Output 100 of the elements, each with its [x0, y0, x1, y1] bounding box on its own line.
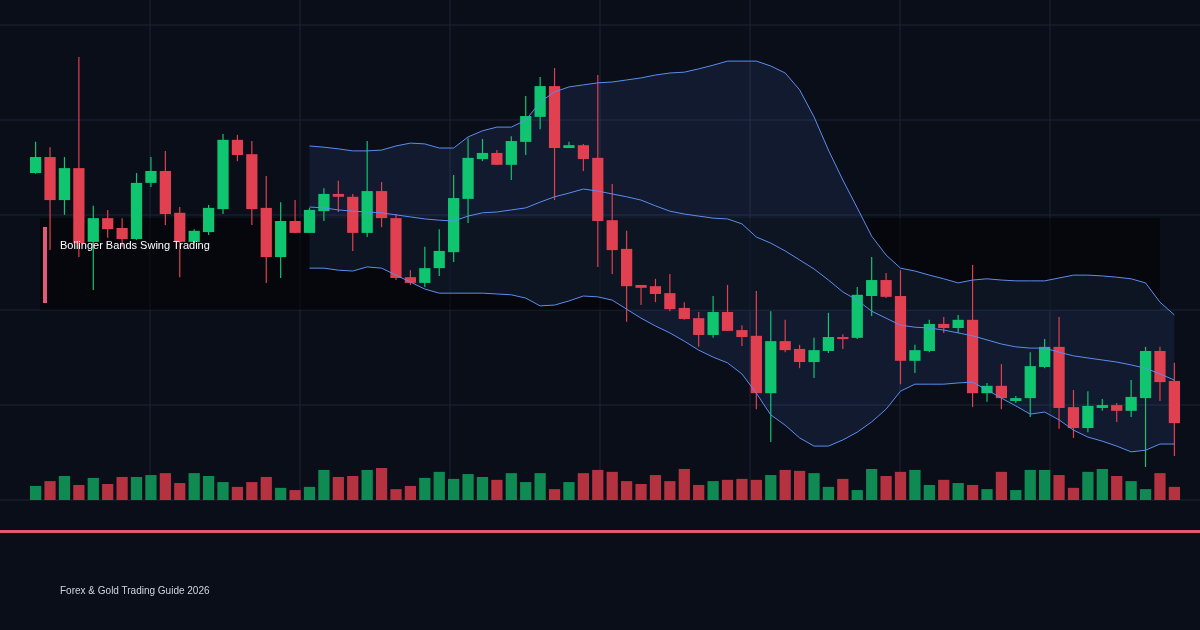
- bar: [491, 479, 503, 500]
- candlestick: [707, 295, 719, 339]
- bar: [448, 478, 460, 500]
- bar: [952, 483, 964, 500]
- bar: [1125, 481, 1137, 500]
- bar: [44, 481, 56, 500]
- candlestick: [505, 135, 517, 181]
- bar: [275, 487, 287, 500]
- bar: [116, 476, 128, 500]
- bar: [664, 481, 676, 500]
- bar: [678, 468, 690, 500]
- bar: [375, 468, 388, 500]
- bar: [102, 484, 114, 500]
- bar: [390, 489, 402, 500]
- bar: [693, 484, 705, 500]
- candlestick: [909, 344, 921, 374]
- bar: [1168, 486, 1180, 500]
- bar: [58, 476, 71, 500]
- bar: [332, 476, 344, 500]
- bar: [1111, 476, 1123, 500]
- bar: [635, 484, 647, 500]
- bar: [520, 482, 532, 500]
- candlestick: [1125, 379, 1137, 418]
- text: Forex & Gold Trading Guide 2026: [60, 585, 210, 596]
- candlestick: [822, 312, 835, 354]
- bar: [289, 490, 301, 500]
- candlestick: [303, 207, 316, 234]
- bar: [966, 484, 979, 500]
- candlestick: [145, 156, 157, 188]
- bar: [779, 469, 791, 500]
- candlestick: [995, 363, 1008, 410]
- bar: [347, 476, 359, 500]
- bar: [30, 485, 42, 500]
- candlestick: [693, 311, 705, 348]
- bar: [822, 486, 835, 500]
- bar: [419, 477, 431, 500]
- bar: [505, 473, 517, 500]
- bar: [246, 482, 258, 500]
- bar: [1096, 468, 1108, 500]
- bar: [563, 482, 575, 500]
- candlestick: [433, 228, 445, 277]
- bar: [621, 481, 633, 500]
- candlestick: [102, 209, 114, 239]
- bar: [87, 477, 99, 500]
- bar: [1024, 469, 1036, 500]
- candlestick: [30, 141, 42, 175]
- bar: [793, 470, 806, 500]
- candlestick: [1111, 402, 1123, 423]
- candlestick: [419, 246, 431, 288]
- bar: [145, 475, 157, 500]
- bar: [765, 475, 777, 500]
- bar: [202, 476, 215, 500]
- bar: [433, 471, 445, 500]
- candlestick: [808, 337, 820, 379]
- candlestick: [880, 272, 892, 299]
- bar: [303, 486, 316, 500]
- bar: [1067, 487, 1080, 500]
- bar: [1010, 490, 1022, 500]
- candlestick: [1067, 389, 1080, 439]
- bar: [808, 473, 820, 500]
- bar: [837, 478, 849, 500]
- bar: [1082, 471, 1094, 500]
- bar: [909, 469, 921, 500]
- candlestick: [866, 256, 878, 317]
- bar: [548, 489, 561, 500]
- bar: [851, 490, 863, 500]
- candlestick: [779, 319, 791, 353]
- candlestick: [332, 180, 344, 213]
- bar: [130, 476, 143, 500]
- bar: [938, 479, 950, 500]
- bar: [923, 484, 935, 500]
- bar: [721, 479, 734, 500]
- candlestick: [952, 314, 964, 334]
- bar: [880, 476, 892, 500]
- bar: [736, 478, 748, 500]
- candlestick: [289, 199, 301, 234]
- candlestick: [736, 324, 748, 347]
- bar: [1053, 475, 1065, 500]
- bar: [707, 481, 719, 500]
- bar: [159, 473, 171, 500]
- bar: [1154, 473, 1166, 500]
- bar: [318, 469, 330, 500]
- bar: [260, 476, 272, 500]
- bar: [217, 482, 229, 500]
- bar: [995, 471, 1008, 500]
- bar: [174, 483, 186, 500]
- candlestick: [231, 134, 244, 162]
- bar: [361, 469, 373, 500]
- candlestick: [318, 187, 330, 222]
- bar: [231, 486, 244, 500]
- bar: [577, 473, 589, 500]
- bar: [462, 474, 474, 500]
- candlestick: [793, 344, 806, 369]
- bar: [981, 489, 993, 500]
- bar: [188, 473, 200, 500]
- bar: [73, 484, 85, 500]
- bar: [606, 471, 618, 500]
- bar: [404, 485, 417, 500]
- bar: [750, 479, 762, 500]
- candlestick: [577, 143, 589, 172]
